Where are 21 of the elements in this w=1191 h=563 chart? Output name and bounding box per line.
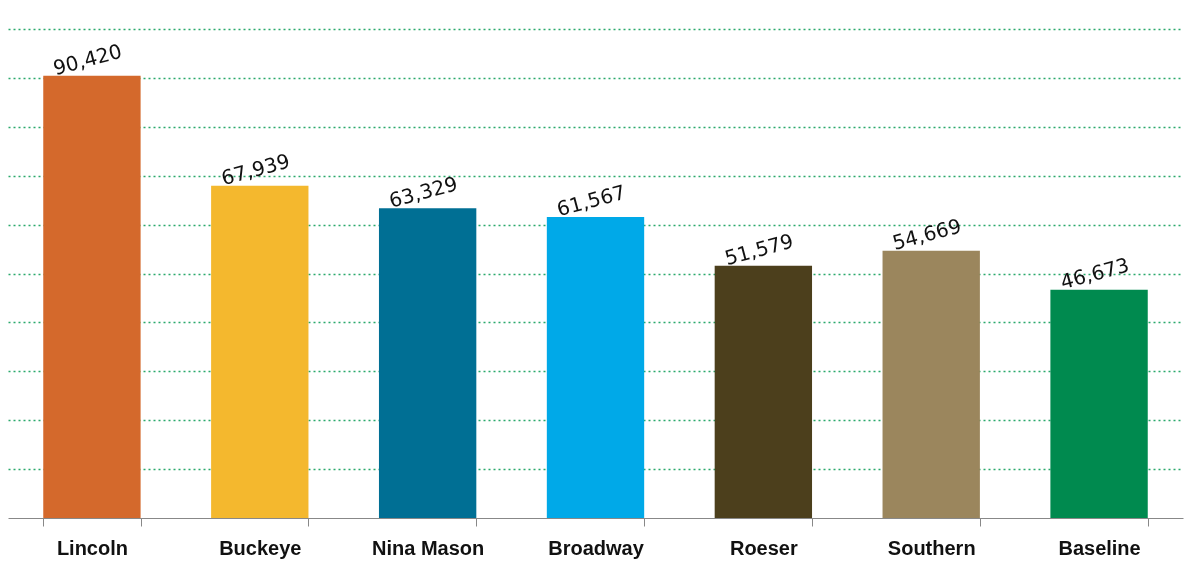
x-tick-label: Roeser [729,536,798,559]
data-label: 61,567 [554,179,629,222]
data-label: 63,329 [386,171,461,213]
x-tick-label: Broadway [548,536,645,559]
data-label: 51,579 [722,228,796,271]
data-label: 67,939 [218,148,293,191]
bar [378,208,477,518]
data-label: 54,669 [889,213,964,255]
data-label: 90,420 [50,38,125,81]
data-label: 46,673 [1057,252,1132,294]
bar [1050,289,1148,518]
bar [714,265,813,518]
bar [546,216,645,518]
x-tick-label: Buckeye [219,536,302,559]
bar [43,75,141,518]
bar [882,250,980,518]
x-tick-label: Lincoln [56,536,128,559]
x-tick-label: Baseline [1058,536,1141,559]
bar [211,185,309,518]
x-tick-label: Nina Mason [372,536,485,559]
x-tick-label: Southern [887,536,976,559]
